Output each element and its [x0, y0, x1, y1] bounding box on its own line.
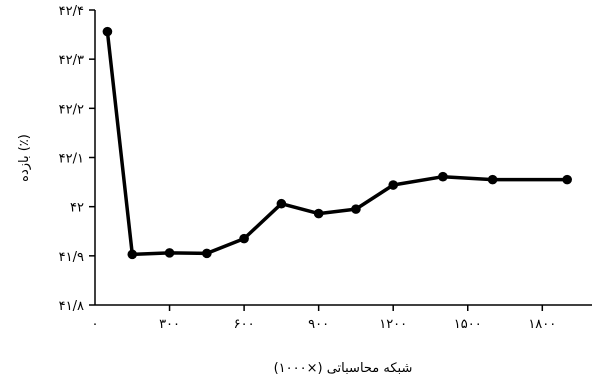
y-axis-ticks: ۴۱/۸ ۴۱/۹ ۴۲ ۴۲/۱ ۴۲/۲ ۴۲/۳ ۴۲/۴: [59, 4, 95, 314]
y-tick-label: ۴۱/۸: [59, 299, 84, 314]
x-axis-title: (۱۰۰۰×) شبکه محاسباتی: [274, 361, 413, 376]
data-point: [313, 208, 324, 219]
x-tick-label: ۹۰۰: [308, 317, 329, 332]
data-point: [438, 171, 448, 182]
y-axis-title: بازده (٪): [17, 134, 32, 182]
data-point: [164, 248, 175, 258]
data-point: [276, 198, 287, 209]
x-tick-label: ۱۸۰۰: [528, 317, 556, 332]
data-series: [102, 26, 572, 260]
data-point: [102, 26, 113, 37]
axes: [94, 10, 592, 306]
data-point: [487, 174, 498, 185]
series-line: [105, 29, 569, 257]
data-point: [388, 180, 399, 190]
y-tick-label: ۴۱/۹: [59, 250, 84, 265]
x-tick-label: ۱۵۰۰: [454, 317, 482, 332]
y-tick-label: ۴۲/۲: [59, 102, 84, 117]
x-tick-label: ۰: [92, 317, 99, 332]
data-point: [127, 249, 138, 260]
x-axis-ticks: ۰ ۳۰۰ ۶۰۰ ۹۰۰ ۱۲۰۰ ۱۵۰۰ ۱۸۰۰: [92, 305, 556, 332]
y-tick-label: ۴۲/۱: [59, 152, 84, 167]
data-point: [562, 174, 572, 185]
x-tick-label: ۶۰۰: [234, 317, 255, 332]
x-tick-label: ۱۲۰۰: [379, 317, 407, 332]
data-point: [239, 233, 249, 244]
y-tick-label: ۴۲/۳: [59, 53, 84, 68]
y-tick-label: ۴۲/۴: [59, 4, 84, 19]
data-point: [351, 204, 361, 214]
data-point: [202, 248, 212, 259]
x-tick-label: ۳۰۰: [159, 317, 180, 332]
y-tick-label: ۴۲: [70, 201, 84, 216]
